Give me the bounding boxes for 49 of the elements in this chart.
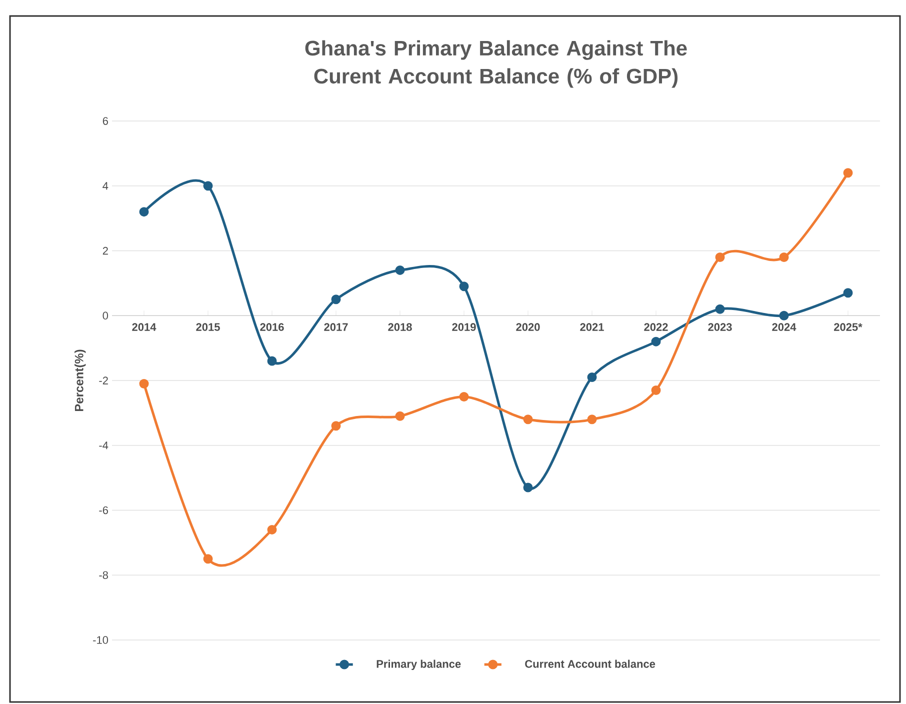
point [843,288,853,298]
point [395,265,405,275]
y-tick-label: 2 [102,246,108,255]
y-tick-label: 6 [102,117,108,125]
point [459,282,469,292]
point [267,356,277,366]
chart-title: Ghana's Primary Balance Against The Curent Account Balance (% of GDP) [305,40,687,88]
point [779,310,789,320]
point [267,524,277,534]
point [587,414,597,424]
point [715,304,725,314]
point [651,385,661,395]
x-tick-label: 2014 [132,323,156,331]
x-tick-label: 2021 [580,323,604,331]
x-tick-label: 2024 [772,323,796,331]
point [395,411,405,421]
x-tick-label: 2020 [516,323,540,331]
point [203,181,213,191]
y-tick-label: -6 [99,506,108,514]
point [139,378,149,388]
point [715,252,725,262]
y-tick-label: -8 [99,571,108,580]
point [587,372,597,382]
y-axis-title: Percent(%) [74,350,86,412]
point [331,421,341,431]
y-tick-label: 4 [102,182,108,190]
y-tick-label: -4 [99,442,108,450]
point [139,207,149,217]
y-tick-label: -10 [93,636,108,644]
point [651,336,661,346]
point [331,294,341,304]
x-tick-label: 2017 [324,323,348,331]
x-tick-label: 2022 [644,323,668,331]
point [843,168,853,178]
point [203,554,213,564]
x-tick-label: 2023 [708,323,732,331]
x-tick-label: 2025* [834,323,862,331]
x-tick-label: 2016 [260,323,284,331]
x-tick-label: 2018 [388,323,412,331]
point [779,252,789,262]
y-tick-label: 0 [102,312,108,320]
x-tick-label: 2019 [452,323,476,331]
x-tick-label: 2015 [196,323,220,331]
point [523,414,533,424]
y-tick-label: -2 [99,376,108,384]
legend-label: Primary balance [376,660,461,670]
point [523,482,533,492]
legend-label: Current Account balance [525,660,656,668]
point [459,392,469,402]
